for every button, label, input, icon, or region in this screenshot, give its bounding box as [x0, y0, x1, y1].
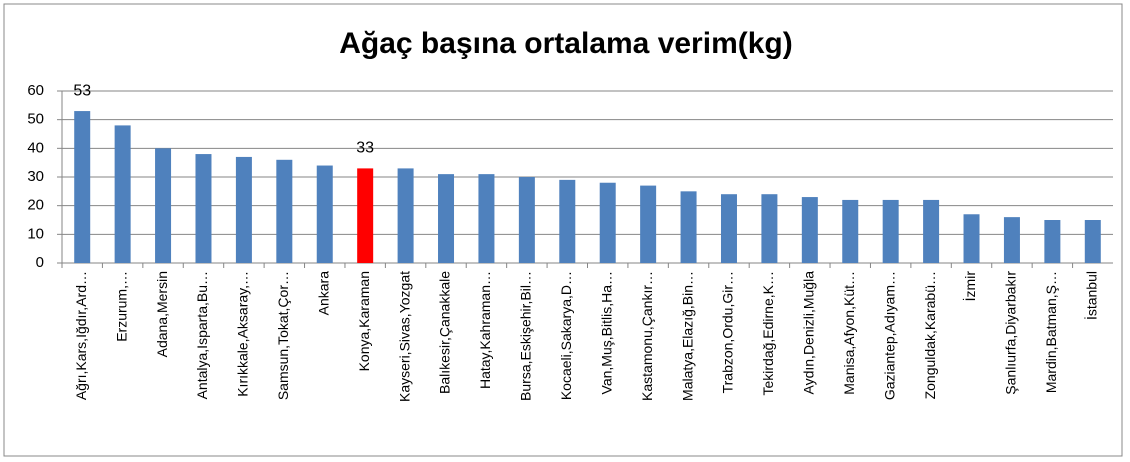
data-label: 53	[73, 82, 91, 99]
bar	[276, 159, 293, 263]
y-tick-label: 0	[36, 254, 44, 271]
x-tick-label: Gaziantep,Adıyam…	[881, 271, 897, 400]
y-tick-label: 20	[27, 197, 44, 214]
bar	[923, 199, 940, 263]
bar	[842, 199, 859, 263]
x-tick-label: İzmir	[961, 271, 978, 302]
x-tick-label: Antalya,Isparta,Bu…	[194, 271, 210, 399]
x-tick-label: Manisa,Afyon,Küt…	[841, 271, 857, 395]
x-tick-label: Kayseri,Sivas,Yozgat	[396, 271, 412, 402]
x-tick-label: Samsun,Tokat,Çor…	[275, 271, 291, 400]
bar	[680, 191, 697, 263]
x-tick-label: Trabzon,Ordu,Gir…	[720, 271, 736, 393]
x-tick-label: Kastamonu,Çankır…	[639, 271, 655, 401]
bar	[559, 179, 576, 263]
x-tick-label: Erzurum,…	[113, 271, 129, 342]
data-label: 33	[356, 140, 374, 157]
bar	[1003, 217, 1020, 263]
bar	[761, 194, 778, 263]
x-tick-label: Balıkesir,Çanakkale	[437, 271, 453, 394]
bar	[195, 154, 212, 263]
x-tick-label: Kocaeli,Sakarya,D…	[558, 271, 574, 400]
bar	[720, 194, 737, 263]
bar	[963, 214, 980, 263]
bar	[599, 182, 616, 263]
y-tick-label: 30	[27, 168, 44, 185]
chart-title: Ağaç başına ortalama verim(kg)	[339, 27, 793, 60]
x-tick-label: Konya,Karaman	[356, 271, 372, 371]
x-tick-label: Kırıkkale,Aksaray,…	[235, 271, 251, 397]
x-tick-label: Bursa,Eskişehir,Bil…	[518, 271, 534, 401]
bar	[518, 177, 535, 263]
bar	[357, 168, 374, 263]
bar	[235, 156, 252, 263]
x-tick-label: Malatya,Elazığ,Bin…	[679, 271, 695, 401]
y-tick-label: 10	[27, 225, 44, 242]
x-tick-label: Aydın,Denizli,Muğla	[801, 271, 817, 395]
y-tick-label: 60	[27, 82, 44, 99]
x-tick-label: Adana,Mersin	[154, 271, 170, 357]
x-tick-label: Ankara	[315, 271, 331, 316]
x-tick-label: İstanbul	[1082, 271, 1099, 320]
x-tick-label: Mardin,Batman,Ş…	[1043, 271, 1059, 393]
x-tick-label: Van,Muş,Bitlis,Ha…	[598, 271, 614, 394]
y-tick-label: 40	[27, 139, 44, 156]
x-tick-label: Şanlıurfa,Diyarbakır	[1003, 271, 1019, 395]
bar	[438, 174, 455, 263]
x-tick-label: Zonguldak,Karabü…	[922, 271, 938, 399]
bar	[478, 174, 495, 263]
bar	[397, 168, 414, 263]
bar	[801, 197, 818, 263]
y-tick-label: 50	[27, 111, 44, 128]
bar	[114, 125, 131, 264]
bar	[1084, 220, 1101, 263]
x-tick-label: Hatay,Kahraman…	[477, 271, 493, 389]
bar	[640, 185, 657, 263]
bar	[155, 148, 172, 263]
bar	[316, 165, 333, 263]
bar	[882, 199, 899, 263]
bar	[1044, 220, 1061, 263]
x-tick-label: Tekirdağ,Edirne,K…	[760, 271, 776, 396]
bar	[74, 111, 91, 263]
x-tick-label: Ağrı,Kars,Iğdır,Ard…	[73, 271, 89, 400]
